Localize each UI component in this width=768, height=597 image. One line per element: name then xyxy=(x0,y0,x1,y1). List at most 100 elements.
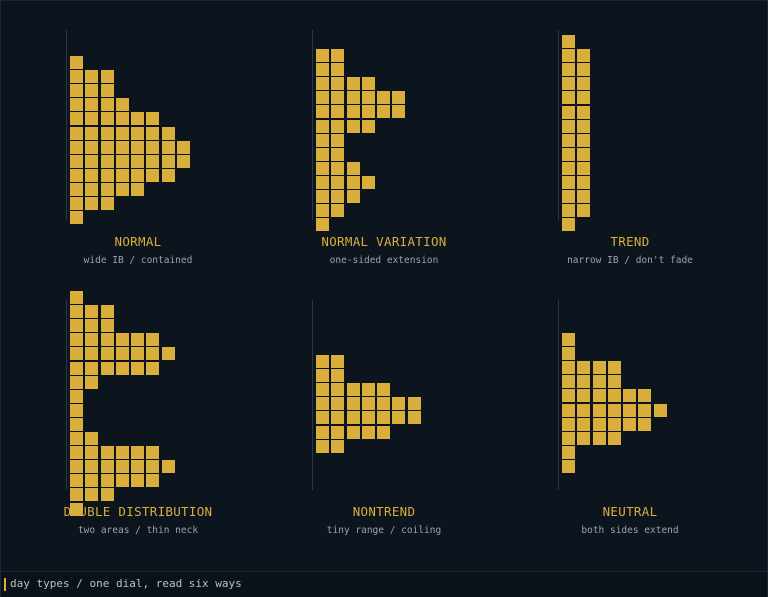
tpo-block xyxy=(100,140,114,154)
tpo-block xyxy=(316,411,329,425)
tpo-block xyxy=(316,77,329,91)
tpo-block xyxy=(100,84,114,98)
tpo-block xyxy=(70,126,83,140)
tpo-block xyxy=(562,147,575,161)
tpo-block xyxy=(331,133,345,147)
tpo-block xyxy=(85,474,99,488)
tpo-block xyxy=(562,105,575,119)
tpo-block xyxy=(115,182,129,196)
tpo-block xyxy=(70,333,83,347)
tpo-block xyxy=(331,49,345,62)
tpo-block xyxy=(562,459,575,473)
panel-subtitle: tiny range / coiling xyxy=(326,525,442,536)
tpo-block xyxy=(562,35,575,48)
tpo-block xyxy=(331,425,345,439)
tpo-block xyxy=(146,126,160,140)
tpo-block xyxy=(100,347,114,361)
panel-normal-variation: NORMAL VARIATION one-sided extension xyxy=(256,0,512,597)
tpo-block xyxy=(377,91,390,105)
tpo-block xyxy=(392,105,406,119)
tpo-block xyxy=(131,168,144,182)
panel-neutral: NEUTRAL both sides extend xyxy=(502,0,758,597)
footer-caption: day types / one dial, read six ways xyxy=(10,577,242,590)
tpo-block xyxy=(70,197,83,210)
tpo-block xyxy=(638,417,652,431)
tpo-block xyxy=(377,105,390,119)
tpo-block xyxy=(361,397,375,411)
tpo-block xyxy=(115,347,129,361)
tpo-block xyxy=(85,140,99,154)
tpo-block xyxy=(577,63,591,77)
panel-subtitle: narrow IB / don't fade xyxy=(567,255,693,266)
tpo-block xyxy=(331,397,345,411)
tpo-block xyxy=(146,460,160,474)
tpo-block xyxy=(316,439,329,453)
tpo-block xyxy=(70,305,83,319)
tpo-block xyxy=(562,204,575,218)
tpo-block xyxy=(70,502,83,516)
panel-title: NORMAL VARIATION xyxy=(321,234,447,249)
tpo-block xyxy=(562,375,575,389)
tpo-block xyxy=(316,369,329,383)
tpo-block xyxy=(115,361,129,375)
tpo-block xyxy=(316,91,329,105)
tpo-block xyxy=(577,361,591,375)
tpo-block xyxy=(346,105,360,119)
tpo-block xyxy=(131,446,144,460)
tpo-block xyxy=(577,49,591,63)
tpo-block xyxy=(316,161,329,175)
tpo-block xyxy=(577,147,591,161)
tpo-block xyxy=(70,460,83,474)
tpo-block xyxy=(577,417,591,431)
tpo-block xyxy=(70,84,83,98)
tpo-block xyxy=(146,347,160,361)
price-axis xyxy=(312,30,313,220)
tpo-block xyxy=(331,355,345,368)
tpo-block xyxy=(562,403,575,417)
tpo-block xyxy=(361,175,375,189)
tpo-block xyxy=(115,474,129,488)
tpo-block xyxy=(146,361,160,375)
tpo-block xyxy=(70,98,83,112)
tpo-block xyxy=(131,460,144,474)
tpo-block xyxy=(377,383,390,397)
tpo-block xyxy=(115,154,129,168)
price-axis xyxy=(66,300,67,490)
tpo-block xyxy=(562,445,575,459)
tpo-block xyxy=(100,126,114,140)
tpo-block xyxy=(592,417,606,431)
tpo-block xyxy=(623,403,636,417)
tpo-block xyxy=(562,49,575,63)
tpo-block xyxy=(392,411,406,425)
tpo-block xyxy=(131,154,144,168)
tpo-block xyxy=(316,119,329,133)
tpo-block xyxy=(100,305,114,319)
tpo-block xyxy=(100,319,114,333)
tpo-block xyxy=(577,161,591,175)
tpo-block xyxy=(316,190,329,203)
tpo-block xyxy=(70,432,83,445)
panel-normal: NORMAL wide IB / contained xyxy=(10,0,266,597)
tpo-block xyxy=(577,389,591,403)
tpo-block xyxy=(85,98,99,112)
tpo-block xyxy=(85,375,99,389)
tpo-block xyxy=(70,403,83,417)
panel-subtitle: wide IB / contained xyxy=(83,255,193,266)
tpo-block xyxy=(562,133,575,147)
tpo-block xyxy=(577,431,591,445)
tpo-block xyxy=(100,168,114,182)
tpo-block xyxy=(607,375,621,389)
tpo-block xyxy=(331,77,345,91)
tpo-block xyxy=(100,333,114,347)
tpo-block xyxy=(346,425,360,439)
tpo-block xyxy=(131,112,144,126)
tpo-block xyxy=(85,197,99,210)
tpo-block xyxy=(85,446,99,460)
tpo-block xyxy=(70,140,83,154)
tpo-block xyxy=(623,389,636,403)
tpo-block xyxy=(331,411,345,425)
tpo-block xyxy=(577,190,591,204)
tpo-block xyxy=(577,403,591,417)
tpo-block xyxy=(100,446,114,460)
tpo-block xyxy=(146,140,160,154)
